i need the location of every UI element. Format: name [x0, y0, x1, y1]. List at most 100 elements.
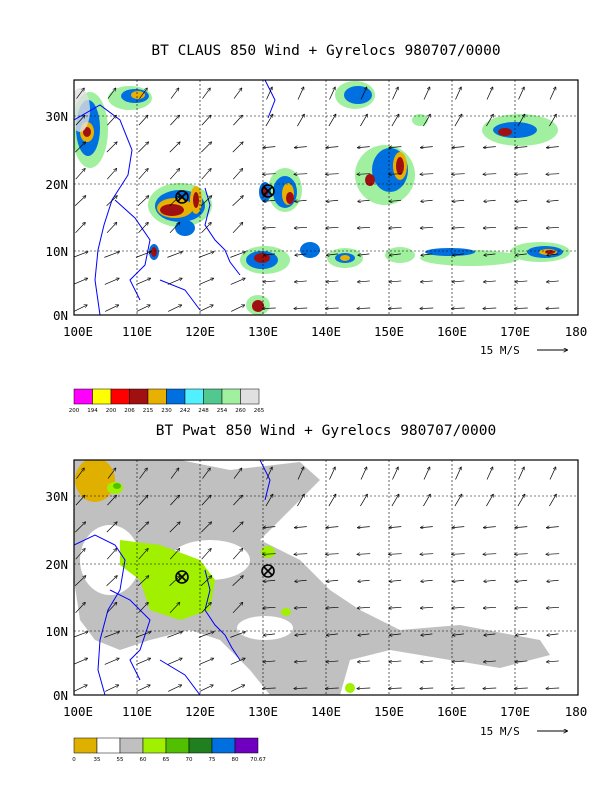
wind-vector: [198, 252, 214, 258]
wind-vector: [547, 254, 559, 255]
colorbar-label: 215: [143, 408, 154, 414]
wind-vector: [200, 576, 211, 587]
wind-vector: [263, 527, 276, 528]
wind-vector: [326, 688, 339, 689]
colorbar-swatch: [188, 737, 213, 754]
wind-vector: [74, 576, 85, 587]
wind-vector: [201, 603, 212, 614]
svg-text:120E: 120E: [185, 704, 215, 719]
top-x-axis: 100E 110E 120E 130E 140E 150E 160E 170E …: [63, 324, 587, 339]
wind-vector: [421, 254, 433, 255]
colorbar-label: 254: [217, 408, 228, 414]
wind-vector: [169, 522, 180, 533]
wind-vector: [168, 305, 181, 312]
wind-vector: [391, 114, 399, 127]
wind-vector: [326, 147, 339, 148]
wind-vector: [231, 305, 244, 312]
wind-vector: [138, 603, 149, 614]
wind-vector: [547, 580, 559, 581]
svg-text:140E: 140E: [311, 704, 341, 719]
wind-vector: [484, 281, 496, 282]
wind-vector: [169, 603, 180, 614]
wind-vector: [515, 688, 528, 689]
svg-text:130E: 130E: [248, 324, 278, 339]
top-panel: BT CLAUS 850 Wind + Gyrelocs 980707/0000: [45, 43, 587, 414]
wind-vector: [453, 634, 464, 635]
colorbar-label: 194: [87, 408, 98, 414]
wind-vector: [454, 114, 462, 127]
colorbar-swatch: [165, 737, 190, 754]
bottom-y-axis: 0N 10N 20N 30N: [45, 489, 68, 703]
wind-vector: [390, 200, 402, 201]
wind-vector: [389, 281, 402, 282]
colorbar-swatch: [96, 737, 121, 754]
wind-vector: [421, 580, 433, 581]
wind-vector: [452, 554, 465, 555]
wind-vector: [107, 115, 116, 126]
wind-vector: [390, 634, 401, 635]
wind-vector: [389, 308, 402, 309]
wind-vector: [230, 658, 245, 665]
wind-vector: [136, 278, 150, 285]
wind-vector: [547, 200, 559, 201]
wind-vector: [76, 468, 85, 479]
colorbar-swatch: [73, 388, 93, 405]
wind-vector: [74, 305, 87, 312]
colorbar-swatch: [240, 388, 260, 405]
wind-vector: [74, 252, 88, 258]
wind-vector: [546, 554, 560, 555]
wind-vector: [420, 308, 434, 309]
coastline-borneo-top: [159, 279, 201, 311]
wind-vector: [167, 658, 182, 665]
wind-vector: [295, 607, 308, 608]
wind-vector: [265, 114, 273, 127]
coastline-indochina-bottom: [109, 589, 151, 681]
coastline-philippines-bottom: [204, 569, 241, 661]
wind-vector: [421, 607, 434, 608]
wind-vector: [233, 495, 242, 506]
wind-vector: [202, 468, 211, 479]
wind-vector: [326, 227, 339, 228]
wind-vector: [326, 174, 339, 175]
wind-vector: [201, 522, 211, 533]
wind-vector: [328, 114, 336, 127]
wind-vector: [484, 634, 496, 635]
wind-vector: [517, 114, 525, 127]
wind-vector: [264, 634, 275, 635]
wind-vector: [515, 174, 528, 175]
wind-vector: [106, 142, 117, 153]
wind-vector: [169, 549, 179, 560]
pwat-region-55-60: [74, 460, 550, 695]
top-colorbar: 200 194 200 206 215 230 242 248 254 260 265: [69, 388, 265, 414]
wind-vector: [484, 661, 496, 662]
wind-vector: [105, 305, 118, 312]
bottom-gyre-marker-2: [261, 564, 275, 578]
coastline-indochina-top: [114, 199, 151, 301]
wind-vector: [169, 169, 179, 180]
wind-vector: [264, 254, 275, 255]
wind-vector: [326, 281, 339, 282]
wind-vector: [420, 174, 434, 175]
coastline-asia-bottom: [74, 534, 126, 695]
cloud-cluster-central: [327, 81, 428, 268]
colorbar-label: 65: [163, 757, 170, 763]
colorbar-swatch: [234, 737, 259, 754]
wind-vector: [75, 495, 85, 506]
wind-vector: [486, 494, 493, 507]
wind-vector: [455, 467, 462, 480]
wind-vector: [329, 467, 336, 480]
wind-vector: [107, 468, 116, 479]
wind-vector: [547, 227, 560, 228]
wind-vector: [139, 88, 148, 99]
wind-vector: [295, 281, 307, 282]
wind-vector: [389, 174, 402, 175]
wind-vector: [421, 281, 433, 282]
colorbar-label: 242: [180, 408, 191, 414]
wind-vector: [105, 685, 118, 692]
svg-text:100E: 100E: [63, 324, 93, 339]
top-cloud-field: [74, 80, 570, 315]
coastline-borneo-bottom: [159, 659, 201, 695]
wind-vector: [202, 88, 211, 99]
svg-text:110E: 110E: [122, 324, 152, 339]
wind-vector: [358, 200, 370, 201]
